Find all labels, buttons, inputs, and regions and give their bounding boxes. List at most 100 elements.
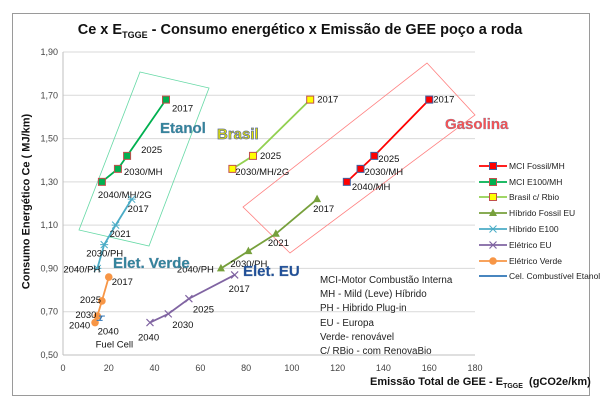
group-label-brasil: Brasil (217, 126, 259, 143)
x-axis-label-unit: (gCO2e/km) (529, 376, 591, 388)
legend-swatch (479, 225, 507, 233)
point-label: Fuel Cell (96, 339, 134, 350)
data-point (248, 151, 257, 160)
x-tick-label: 20 (104, 363, 114, 373)
legend-label: MCI E100/MH (509, 176, 563, 187)
title-main: Ce x E (77, 22, 123, 38)
point-label: 2030/MH (124, 167, 163, 178)
x-tick-label: 40 (150, 363, 160, 373)
legend-item: Elétrico EU (479, 237, 600, 253)
y-tick-label: 1,10 (40, 220, 58, 230)
data-point (489, 256, 497, 265)
y-axis-label: Consumo Energético Ce ( MJ/km) (20, 113, 33, 290)
note-line: C/ RBio - com RenovaBio (320, 346, 432, 358)
point-label: 2017 (313, 204, 334, 215)
data-point (93, 264, 102, 273)
data-point (98, 297, 106, 305)
series-line (99, 315, 103, 321)
x-tick-label: 100 (284, 363, 299, 373)
point-label: 2030 (75, 310, 96, 321)
point-label: 2025 (260, 151, 281, 162)
series-mci-e100-mh: 2017 2025 2030/MH 2040/MH/2G (97, 95, 193, 201)
note-line: MH - Mild (Leve) Híbrido (320, 289, 427, 301)
legend-label: Brasil c/ Rbio (509, 192, 560, 203)
legend-item: Brasil c/ Rbio (479, 190, 600, 206)
point-label: 2025 (193, 305, 214, 316)
data-point (228, 164, 237, 173)
group-label-elet-eu: Elet. EU (243, 263, 300, 280)
y-tick-label: 0,50 (40, 350, 58, 360)
legend-swatch (479, 275, 507, 278)
chart-frame (12, 13, 590, 396)
data-point (164, 309, 173, 318)
point-label: 2017 (172, 104, 193, 115)
legend-label: Elétrico Verde (509, 255, 562, 266)
point-label: 2017 (229, 284, 250, 295)
point-label: 2025 (378, 154, 399, 165)
data-point (489, 177, 497, 186)
point-label: 2021 (110, 229, 131, 240)
y-tick-label: 0,90 (40, 263, 58, 273)
data-point (306, 95, 315, 104)
note-line: Verde- renovável (320, 331, 395, 343)
series-line (96, 198, 133, 269)
data-point (489, 240, 497, 249)
data-point (425, 95, 434, 104)
data-point (489, 225, 497, 233)
data-point (370, 151, 379, 160)
x-tick-label: 160 (422, 363, 437, 373)
point-label: 2030/PH (230, 259, 267, 270)
data-point (342, 177, 351, 186)
group-label-etanol: Etanol (160, 120, 206, 137)
data-point (97, 177, 106, 186)
series-h-brido-e100: 2017 2021 2030/PH 2040/PH (63, 195, 149, 275)
point-label: 2040/MH/2G (98, 190, 152, 201)
y-tick-label: 1,90 (40, 47, 58, 57)
data-point (313, 194, 322, 203)
data-point (489, 161, 497, 170)
y-tick-label: 0,70 (40, 307, 58, 317)
point-label: 2040/MH (352, 182, 391, 193)
legend-swatch (479, 208, 507, 217)
data-point (146, 318, 154, 327)
point-label: 2040 (98, 326, 119, 337)
note-line: MCI-Motor Combustão Interna (320, 275, 453, 286)
data-point (127, 195, 136, 204)
point-label: 2040/PH (177, 264, 214, 275)
point-label: 2017 (433, 95, 454, 106)
data-point (356, 164, 365, 173)
x-tick-label: 80 (241, 363, 251, 373)
point-label: 2017 (128, 204, 149, 215)
legend-item: Híbrido E100 (479, 221, 600, 237)
x-axis-label-subscript: TGGE (503, 383, 523, 391)
data-point (244, 246, 253, 255)
legend-item: MCI Fossil/MH (479, 158, 600, 174)
point-label: 2017 (317, 95, 338, 106)
series-brasil-c-rbio: 2017 2025 2030/MH/2G (228, 95, 338, 178)
x-tick-label: 180 (467, 363, 482, 373)
series-line (220, 198, 318, 270)
point-label: 2030/MH (365, 167, 404, 178)
series-line (346, 98, 430, 183)
data-point (123, 151, 132, 160)
point-label: 2017 (112, 277, 133, 288)
data-point (113, 164, 122, 173)
point-label: 2040 (69, 321, 90, 332)
point-label: 2040/PH (63, 264, 100, 275)
group-label-gasolina: Gasolina (445, 116, 509, 133)
data-point (489, 193, 497, 202)
gasolina-region-box (242, 62, 476, 254)
legend-swatch (479, 193, 507, 202)
legend-item: Híbrido Fossil EU (479, 205, 600, 221)
legend-item: Elétrico Verde (479, 253, 600, 269)
data-point (230, 270, 239, 279)
legend-item: MCI E100/MH (479, 174, 600, 190)
legend: MCI Fossil/MH MCI E100/MH Brasil c/ Rbio Hí… (479, 158, 600, 284)
legend-item: Cel. Combustível Etanol (479, 269, 600, 285)
x-tick-label: 0 (60, 363, 65, 373)
notes-box: MCI-Motor Combustão Interna MH - Mild (L… (320, 274, 452, 359)
legend-label: MCI Fossil/MH (509, 160, 565, 171)
